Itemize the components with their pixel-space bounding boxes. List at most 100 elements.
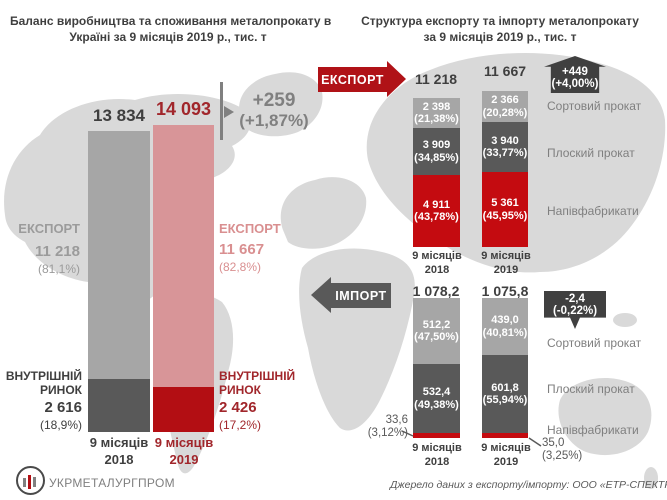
balance-2018-export-label: ЕКСПОРТ (18, 221, 80, 236)
segment-value: 5 361 (491, 197, 519, 209)
export-2018-axis-line2: 2018 (424, 264, 450, 276)
segment-pct: (34,85%) (414, 151, 459, 164)
import-2018-axis-line1: 9 місяців (412, 442, 462, 454)
import-2019-semi-segment (482, 433, 528, 438)
import-2019-semi-pct: (3,25%) (542, 450, 583, 462)
segment-pct: (20,28%) (482, 106, 528, 119)
import-arrow-head-icon (311, 277, 331, 313)
segment-value: 532,4 (422, 386, 451, 398)
segment-value: 3 940 (491, 134, 519, 147)
balance-2018-export-pct: (81,1%) (37, 262, 80, 276)
map-europe (280, 177, 367, 249)
map-island-2 (613, 313, 637, 327)
balance-2019-export-label: ЕКСПОРТ (219, 221, 281, 236)
export-2018-axis-line1: 9 місяців (412, 250, 462, 262)
balance-2019-domestic-label2: РИНОК (219, 383, 261, 397)
data-source-note: Джерело даних з експорту/імпорту: ООО «Е… (390, 479, 667, 491)
segment-value: 601,8 (491, 381, 519, 394)
segment-value: 4 911 (423, 198, 450, 211)
segment-value: 3 909 (422, 139, 451, 151)
export-category-flat: Плоский прокат (547, 146, 635, 160)
export-delta-value: +449 (562, 66, 588, 78)
structure-chart-title: Структура експорту та імпорту металопрок… (352, 13, 648, 45)
logo-bar-1 (23, 478, 26, 487)
segment-value: 439,0 (491, 314, 519, 326)
import-delta-badge: -2,4 (-0,22%) (544, 291, 606, 329)
export-2019-total: 11 667 (483, 63, 527, 79)
import-2018-semi-segment (413, 433, 460, 438)
segment-value: 512,2 (422, 318, 451, 331)
import-2019-axis-line2: 2019 (493, 456, 519, 468)
balance-2018-total: 13 834 (93, 106, 145, 125)
export-delta-badge: +449 (+4,00%) (544, 56, 606, 93)
balance-2018-domestic-segment (88, 379, 150, 432)
export-arrow-label: ЕКСПОРТ (321, 72, 384, 87)
balance-2018-domestic-pct: (18,9%) (39, 418, 82, 432)
structure-title-line2: за 9 місяців 2019 р., тис. т (423, 30, 577, 44)
export-2018-flat-segment: 3 909 (34,85%) (413, 128, 460, 175)
import-2018-total: 1 078,2 (412, 283, 460, 299)
balance-2019-domestic-value: 2 426 (219, 399, 257, 416)
export-category-sorted: Сортовий прокат (547, 99, 642, 113)
map-new-zealand (644, 467, 658, 489)
balance-delta-value: +259 (252, 90, 296, 111)
logo-bar-3 (33, 477, 36, 487)
import-2019-axis-line1: 9 місяців (481, 442, 531, 454)
logo-text: УКРМЕТАЛУРГПРОМ (49, 476, 175, 490)
balance-2019-domestic-segment (153, 387, 214, 432)
balance-2018-domestic-label1: ВНУТРІШНІЙ (5, 369, 82, 383)
export-2018-semi-segment: 4 911 (43,78%) (413, 175, 460, 247)
export-category-semi: Напівфабрикати (547, 204, 639, 218)
balance-2018-domestic-label2: РИНОК (40, 383, 82, 397)
balance-chart-title: Баланс виробництва та споживання металоп… (10, 13, 332, 45)
export-2019-axis-line1: 9 місяців (481, 250, 531, 262)
segment-pct: (47,50%) (414, 331, 459, 343)
structure-title-line1: Структура експорту та імпорту металопрок… (361, 14, 639, 28)
balance-2018-axis-line2: 2018 (104, 452, 134, 467)
import-delta-value: -2,4 (565, 293, 585, 305)
segment-pct: (33,77%) (482, 147, 528, 159)
ukrmetalurgprom-logo-icon (16, 466, 45, 495)
balance-title-line1: Баланс виробництва та споживання металоп… (10, 14, 332, 28)
import-category-semi: Напівфабрикати (547, 423, 639, 437)
export-delta-pct: (+4,00%) (551, 78, 599, 90)
balance-2019-total: 14 093 (155, 99, 212, 119)
import-2018-flat-segment: 532,4 (49,38%) (413, 364, 460, 433)
segment-pct: (43,78%) (414, 211, 459, 223)
balance-2019-export-pct: (82,8%) (219, 260, 262, 274)
map-greenland (239, 72, 323, 137)
segment-pct: (55,94%) (482, 394, 528, 406)
segment-value: 2 398 (422, 100, 451, 113)
import-2019-semi-value: 35,0 (542, 437, 565, 449)
import-arrow: ІМПОРТ (331, 283, 391, 308)
delta-reference-line (220, 82, 223, 140)
import-2018-axis-line2: 2018 (424, 456, 450, 468)
export-2018-sorted-segment: 2 398 (21,38%) (413, 98, 460, 128)
balance-2018-export-segment (88, 131, 150, 379)
export-2019-axis-line2: 2019 (493, 264, 519, 276)
segment-pct: (40,81%) (482, 326, 528, 339)
balance-2019-domestic-label1: ВНУТРІШНІЙ (219, 369, 296, 383)
import-2019-flat-segment: 601,8 (55,94%) (482, 355, 528, 433)
import-category-flat: Плоский прокат (547, 382, 635, 396)
balance-delta-pct: (+1,87%) (239, 111, 309, 130)
segment-pct: (21,38%) (414, 113, 459, 125)
export-2019-flat-segment: 3 940 (33,77%) (482, 122, 528, 172)
export-arrow-head-icon (387, 61, 406, 97)
export-2018-total: 11 218 (414, 71, 458, 87)
segment-pct: (45,95%) (482, 209, 528, 222)
import-arrow-label: ІМПОРТ (335, 288, 387, 303)
balance-2018-export-value: 11 218 (34, 243, 80, 260)
import-2018-sorted-segment: 512,2 (47,50%) (413, 298, 460, 364)
balance-2019-domestic-pct: (17,2%) (219, 418, 262, 432)
export-arrow: ЕКСПОРТ (318, 67, 387, 92)
export-2019-semi-segment: 5 361 (45,95%) (482, 172, 528, 247)
import-2019-sorted-segment: 439,0 (40,81%) (482, 298, 528, 355)
balance-2019-export-value: 11 667 (219, 241, 265, 258)
logo-bar-2 (28, 475, 31, 489)
balance-2018-axis-line1: 9 місяців (89, 435, 149, 450)
import-2018-semi-value: 33,6 (385, 414, 408, 426)
import-2018-semi-pct: (3,12%) (367, 427, 408, 439)
balance-title-line2: Україні за 9 місяців 2019 р., тис. т (69, 30, 267, 44)
